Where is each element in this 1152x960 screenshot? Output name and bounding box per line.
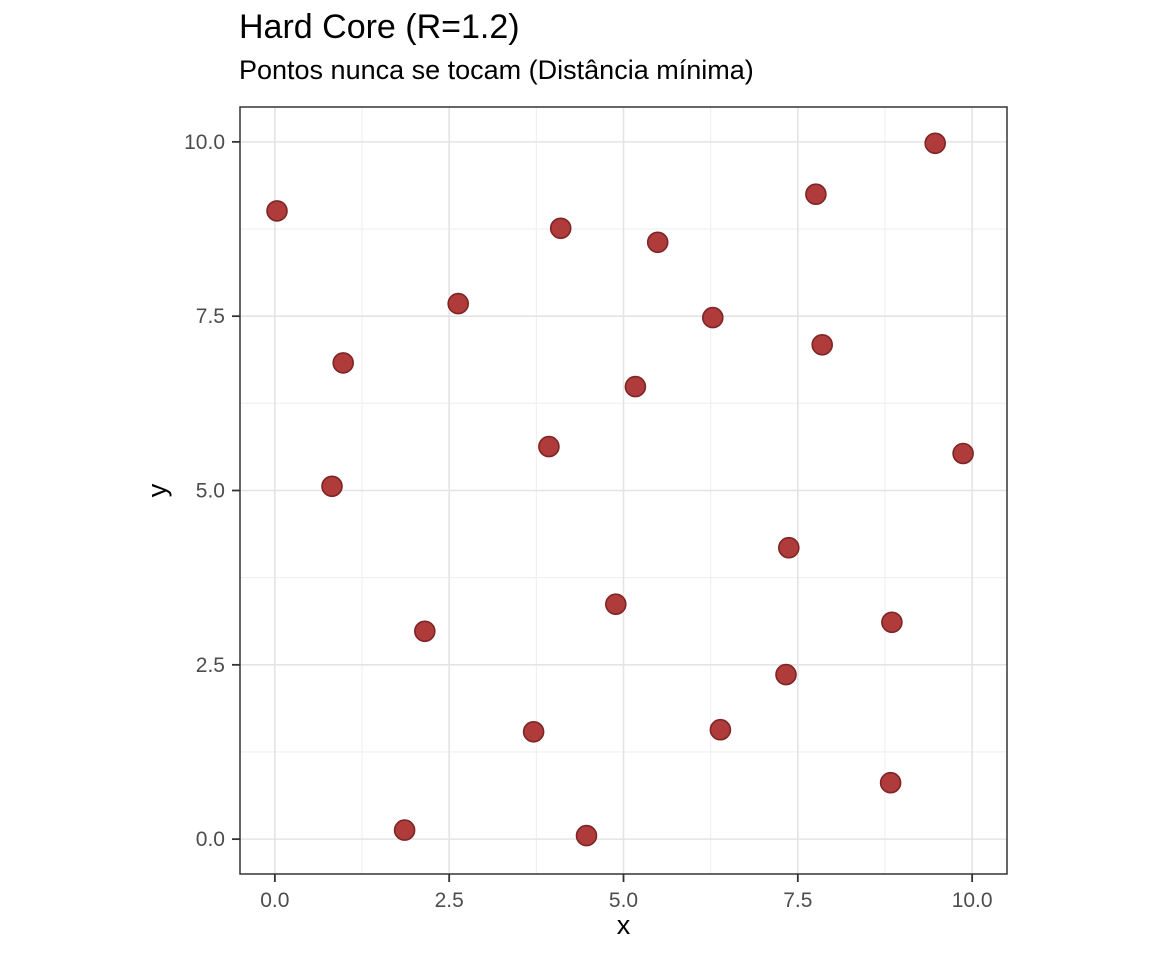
data-point — [701, 306, 724, 329]
data-point — [777, 536, 800, 559]
data-point — [538, 435, 560, 458]
data-point — [879, 771, 902, 794]
data-point — [624, 375, 647, 398]
x-axis-title: x — [617, 910, 631, 940]
y-tick-label: 7.5 — [196, 305, 225, 328]
data-point — [952, 442, 974, 465]
x-tick-label: 10.0 — [952, 889, 993, 912]
data-point — [775, 663, 797, 686]
data-point — [924, 132, 947, 155]
data-point — [522, 720, 545, 743]
y-tick-label: 0.0 — [196, 828, 225, 851]
y-axis-title: y — [142, 483, 172, 497]
y-tick-label: 5.0 — [196, 480, 225, 503]
x-tick-label: 5.0 — [609, 889, 638, 912]
y-tick-label: 2.5 — [196, 654, 225, 677]
data-point — [549, 217, 572, 240]
data-point — [332, 352, 355, 374]
data-point — [646, 231, 669, 254]
x-tick-label: 7.5 — [783, 889, 812, 912]
data-point — [266, 200, 288, 222]
data-point — [709, 718, 732, 741]
x-tick-label: 0.0 — [260, 889, 289, 912]
data-point — [575, 824, 598, 847]
y-tick-label: 10.0 — [184, 131, 225, 154]
chart-title: Hard Core (R=1.2) — [239, 8, 520, 46]
data-point — [805, 183, 827, 205]
data-point — [393, 819, 416, 841]
data-point — [604, 593, 627, 616]
x-tick-label: 2.5 — [435, 889, 464, 912]
data-point — [881, 611, 903, 634]
chart-subtitle: Pontos nunca se tocam (Distância mínima) — [239, 55, 754, 85]
data-point — [447, 292, 470, 315]
data-point — [811, 333, 834, 356]
data-point — [413, 620, 436, 643]
data-point — [321, 475, 343, 498]
